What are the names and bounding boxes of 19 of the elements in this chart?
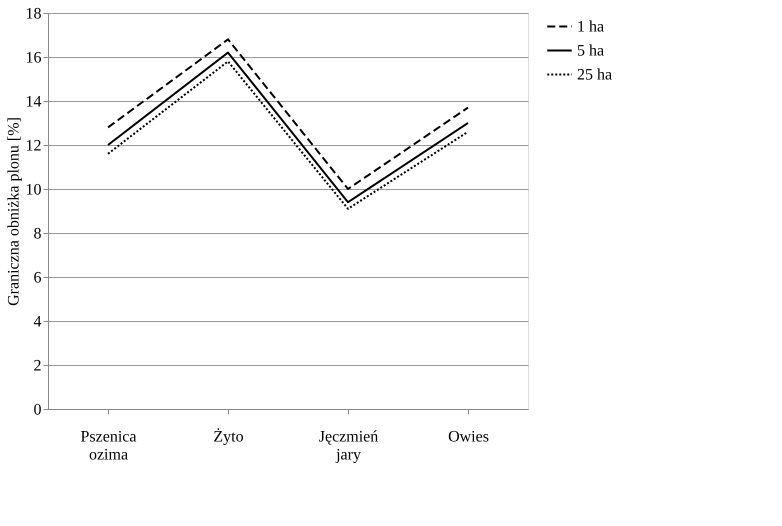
y-tick-label: 6 — [34, 270, 42, 286]
y-tick-label: 0 — [34, 402, 42, 418]
y-axis-title: Graniczna obniżka plonu [%] — [6, 117, 22, 306]
y-tick-label: 18 — [26, 6, 42, 22]
legend-label: 25 ha — [577, 66, 612, 84]
x-tick-label: Żyto — [213, 428, 244, 446]
y-tick-label: 8 — [34, 226, 42, 242]
y-tick-label: 14 — [26, 94, 42, 110]
y-tick-label: 12 — [26, 138, 42, 154]
legend-label: 5 ha — [577, 42, 604, 60]
line-series — [107, 38, 469, 190]
y-tick-label: 4 — [34, 314, 42, 330]
y-tick-label: 10 — [26, 182, 42, 198]
legend-label: 1 ha — [577, 18, 604, 36]
x-tick-label: Owies — [448, 428, 489, 446]
y-tick-label: 16 — [26, 50, 42, 66]
x-tick-label: Pszenica ozima — [80, 428, 136, 464]
y-tick-label: 2 — [34, 358, 42, 374]
x-tick-label: Jęczmień jary — [318, 428, 378, 464]
